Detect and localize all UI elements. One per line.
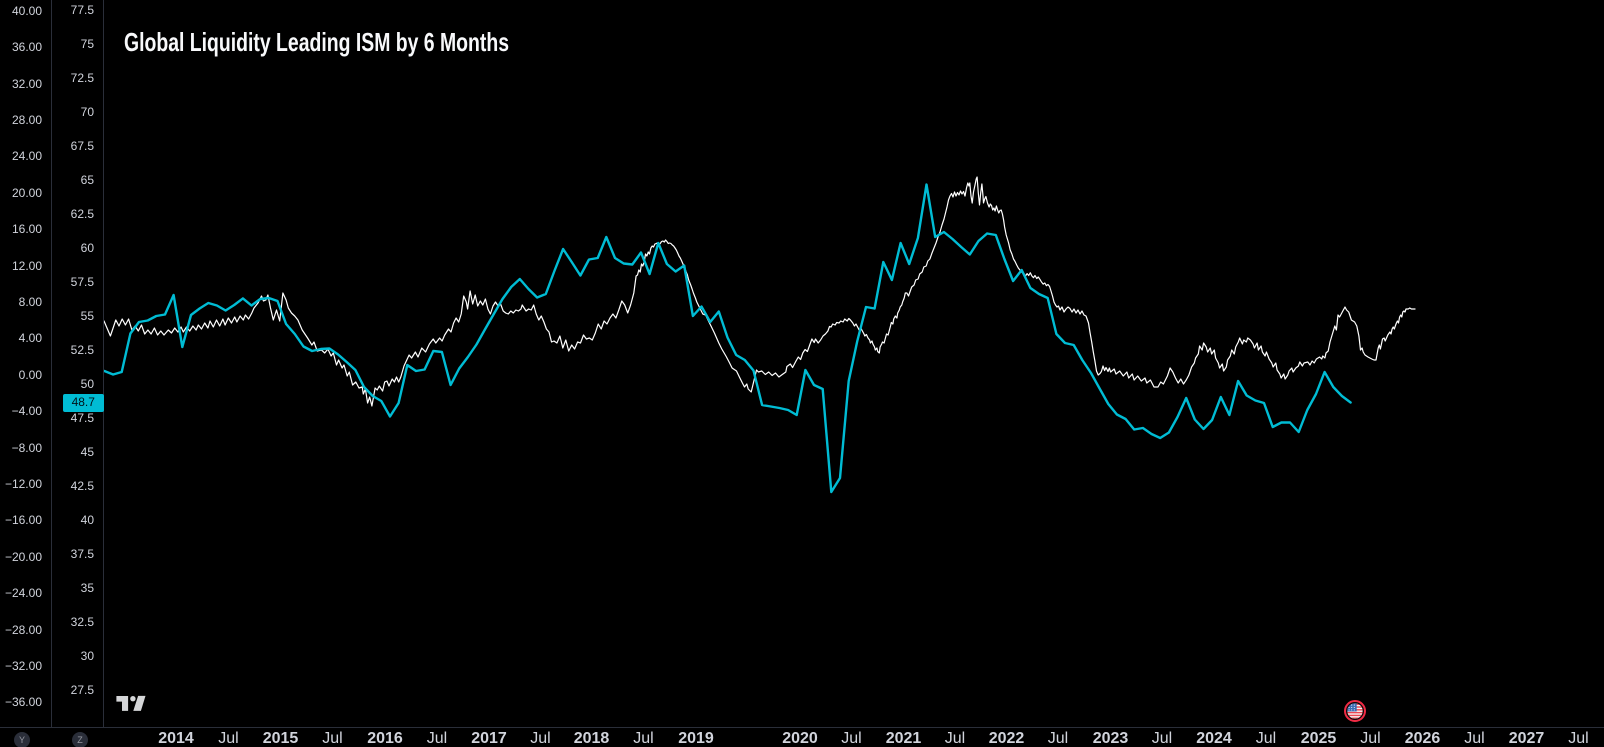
svg-text:Global Liquidity Leading ISM b: Global Liquidity Leading ISM by 6 Months [124, 30, 509, 57]
